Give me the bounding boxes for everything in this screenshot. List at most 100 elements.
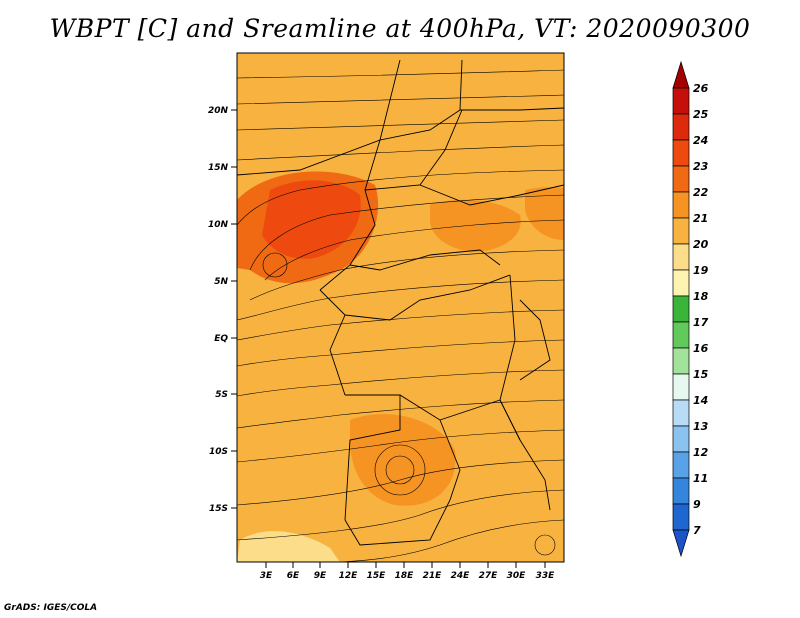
lat-tick-10s: 10S	[209, 447, 237, 457]
longitude-axis: 3E 6E 9E 12E 15E 18E	[260, 562, 555, 581]
lon-label: 21E	[423, 571, 443, 581]
lon-label: 15E	[367, 571, 387, 581]
streamline	[249, 194, 564, 271]
colorbar-label: 24	[693, 134, 708, 147]
lat-label: EQ	[214, 334, 228, 344]
warm-zone-central	[430, 199, 521, 252]
lat-label: 10S	[209, 447, 228, 457]
streamline	[237, 144, 564, 161]
border-line	[364, 109, 463, 191]
map-panel: 20N 15N 10N 5N EQ 5S	[208, 52, 565, 581]
colorbar-label: 20	[693, 238, 709, 251]
border-line	[349, 249, 501, 271]
cool-zone-southwest	[237, 531, 340, 562]
colorbar-label: 25	[693, 108, 709, 121]
lon-tick-18e: 18E	[395, 562, 415, 581]
colorbar-label: 17	[693, 316, 709, 329]
colorbar-label: 12	[693, 446, 709, 459]
latitude-axis: 20N 15N 10N 5N EQ 5S	[208, 106, 237, 514]
border-line	[460, 107, 564, 111]
colorbar-label: 21	[693, 212, 708, 225]
colorbar-label: 7	[693, 524, 701, 537]
anticyclone-streamline	[385, 455, 415, 485]
lon-tick-12e: 12E	[339, 562, 359, 581]
streamline	[237, 489, 564, 541]
anticyclone-streamline	[374, 444, 426, 496]
lon-label: 18E	[395, 571, 415, 581]
colorbar-segment	[672, 165, 690, 193]
lake-outline	[519, 299, 551, 381]
colorbar: 26 25 24 23 22 21 20 19 18 17 16 15 14 13 12 11 9 7	[672, 60, 709, 558]
colorbar-label: 13	[693, 420, 709, 433]
lon-label: 27E	[479, 571, 499, 581]
mild-zone-gulf	[237, 280, 320, 364]
colorbar-label: 22	[693, 186, 709, 199]
colorbar-label: 9	[693, 498, 701, 511]
border-line	[344, 274, 511, 321]
lon-tick-27e: 27E	[479, 562, 499, 581]
colorbar-segment	[672, 87, 690, 115]
lon-label: 3E	[260, 571, 273, 581]
colorbar-segment	[672, 191, 690, 219]
lon-label: 12E	[339, 571, 359, 581]
lat-tick-15s: 15S	[209, 504, 237, 514]
streamlines	[237, 69, 564, 562]
border-line	[319, 289, 346, 396]
border-line	[419, 184, 564, 206]
lat-label: 15S	[209, 504, 228, 514]
colorbar-label: 14	[693, 394, 708, 407]
colorbar-segment	[672, 139, 690, 167]
lon-tick-21e: 21E	[423, 562, 443, 581]
colorbar-segment	[672, 425, 690, 453]
streamline	[237, 459, 564, 506]
colorbar-segment	[672, 477, 690, 505]
streamline	[237, 369, 564, 397]
streamline	[237, 119, 564, 131]
lon-label: 33E	[536, 571, 556, 581]
colorbar-segment	[672, 269, 690, 297]
border-line	[344, 395, 401, 521]
border-line	[319, 139, 381, 291]
colorbar-segment	[672, 347, 690, 375]
streamline	[249, 249, 564, 301]
border-line	[379, 59, 463, 141]
colorbar-segment	[672, 503, 690, 531]
lon-tick-24e: 24E	[451, 562, 470, 581]
colorbar-label: 16	[693, 342, 709, 355]
lat-tick-15n: 15N	[208, 163, 237, 173]
lat-label: 20N	[208, 106, 229, 116]
cyclone-streamline	[262, 252, 288, 278]
streamline	[237, 429, 564, 463]
streamline	[237, 169, 564, 226]
colorbar-segment	[672, 295, 690, 323]
warm-core-west	[262, 180, 361, 259]
country-borders	[237, 59, 564, 546]
border-line	[439, 399, 551, 511]
colorbar-segment	[672, 321, 690, 349]
border-line	[344, 499, 451, 546]
colorbar-label: 11	[693, 472, 708, 485]
cyclone-streamline	[534, 534, 556, 556]
colorbar-label: 18	[693, 290, 709, 303]
lon-tick-3e: 3E	[260, 562, 273, 581]
lon-tick-33e: 33E	[536, 562, 556, 581]
streamline	[237, 309, 564, 341]
colorbar-segment	[672, 243, 690, 271]
map-frame	[236, 52, 565, 563]
lat-label: 5S	[215, 390, 228, 400]
colorbar-label: 26	[693, 82, 709, 95]
lat-label: 15N	[208, 163, 229, 173]
colorbar-label: 23	[693, 160, 709, 173]
lat-tick-5s: 5S	[215, 390, 237, 400]
lat-tick-20n: 20N	[208, 106, 237, 116]
streamline	[339, 519, 564, 562]
lon-tick-9e: 9E	[314, 562, 327, 581]
colorbar-label: 19	[693, 264, 709, 277]
colorbar-segment	[672, 113, 690, 141]
warm-zone-east	[525, 187, 564, 240]
lon-label: 6E	[287, 571, 300, 581]
lat-tick-10n: 10N	[208, 220, 237, 230]
lon-tick-30e: 30E	[507, 562, 526, 581]
lon-tick-6e: 6E	[287, 562, 300, 581]
